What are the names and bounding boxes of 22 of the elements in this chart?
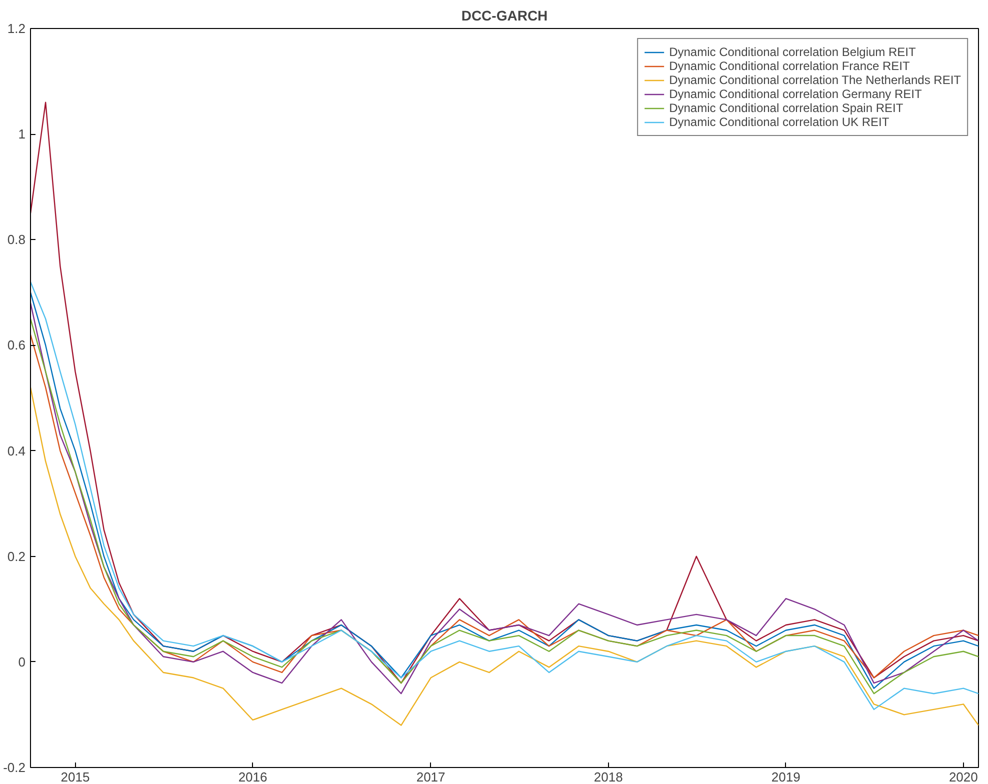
y-tick-label: 0.2 [7,548,26,564]
legend-label: Dynamic Conditional correlation UK REIT [669,115,890,129]
y-tick-label: 0.6 [7,338,26,353]
legend-label: Dynamic Conditional correlation France REIT [669,59,910,73]
x-tick-label: 2017 [416,770,446,784]
chart-title: DCC-GARCH [461,8,548,24]
y-tick-label: 1.2 [7,21,26,36]
y-tick-label: 0 [18,654,26,670]
legend-label: Dynamic Conditional correlation The Netherlands REIT [669,73,961,87]
x-tick-label: 2019 [771,770,800,784]
x-tick-label: 2015 [60,770,90,784]
legend-label: Dynamic Conditional correlation Belgium REIT [669,45,916,59]
x-tick-label: 2016 [238,770,268,784]
y-tick-label: -0.2 [3,760,26,775]
y-tick-label: 1 [18,126,26,142]
line-series [30,386,978,726]
legend-label: Dynamic Conditional correlation Spain REIT [669,101,904,115]
x-tick-label: 2020 [948,770,978,784]
y-tick-label: 0.4 [7,443,26,458]
legend-label: Dynamic Conditional correlation Germany REIT [669,87,922,101]
y-tick-label: 0.8 [7,232,26,248]
x-tick-label: 2018 [594,770,623,784]
